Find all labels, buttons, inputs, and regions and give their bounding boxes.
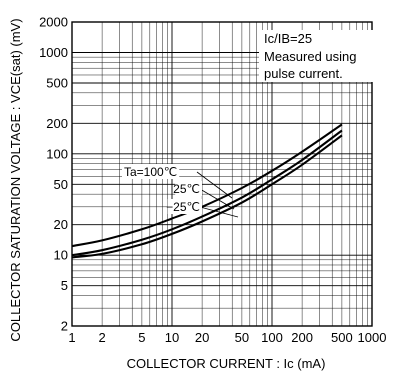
- x-axis-title: COLLECTOR CURRENT : Ic (mA): [127, 356, 326, 371]
- x-tick-label: 50: [235, 330, 249, 345]
- y-tick-label: 200: [46, 116, 68, 131]
- y-axis-ticks: 2 5 10 20 50 100 200 500 1000 2000: [39, 15, 68, 334]
- y-axis-title: COLLECTOR SATURATION VOLTAGE : VCE(sat) …: [8, 18, 23, 341]
- y-tick-label: 100: [46, 146, 68, 161]
- y-tick-label: 500: [46, 76, 68, 91]
- x-tick-label: 2: [98, 330, 105, 345]
- y-tick-label: 50: [54, 177, 68, 192]
- x-tick-label: 200: [291, 330, 313, 345]
- y-tick-label: 2: [61, 319, 68, 334]
- x-axis-ticks: 1 2 5 10 20 50 100 200 500 1000: [68, 330, 386, 345]
- y-tick-label: 1000: [39, 45, 68, 60]
- x-tick-label: 10: [165, 330, 179, 345]
- series-label: 25℃: [173, 182, 200, 196]
- series-line: [72, 124, 342, 246]
- x-tick-label: 5: [138, 330, 145, 345]
- x-tick-label: 100: [261, 330, 283, 345]
- x-tick-label: 1: [68, 330, 75, 345]
- note-line-2: Measured using: [264, 49, 357, 64]
- y-tick-label: 20: [54, 217, 68, 232]
- x-tick-label: 20: [195, 330, 209, 345]
- x-tick-label: 1000: [358, 330, 387, 345]
- series-label: −25℃: [166, 200, 200, 214]
- note-line-1: Ic/IB=25: [264, 31, 312, 46]
- y-tick-label: 2000: [39, 15, 68, 30]
- y-tick-label: 5: [61, 278, 68, 293]
- chart-curves: [72, 124, 342, 257]
- x-tick-label: 500: [331, 330, 353, 345]
- note-line-3: pulse current.: [264, 66, 343, 81]
- series-label: Ta=100℃: [124, 165, 177, 179]
- y-tick-label: 10: [54, 248, 68, 263]
